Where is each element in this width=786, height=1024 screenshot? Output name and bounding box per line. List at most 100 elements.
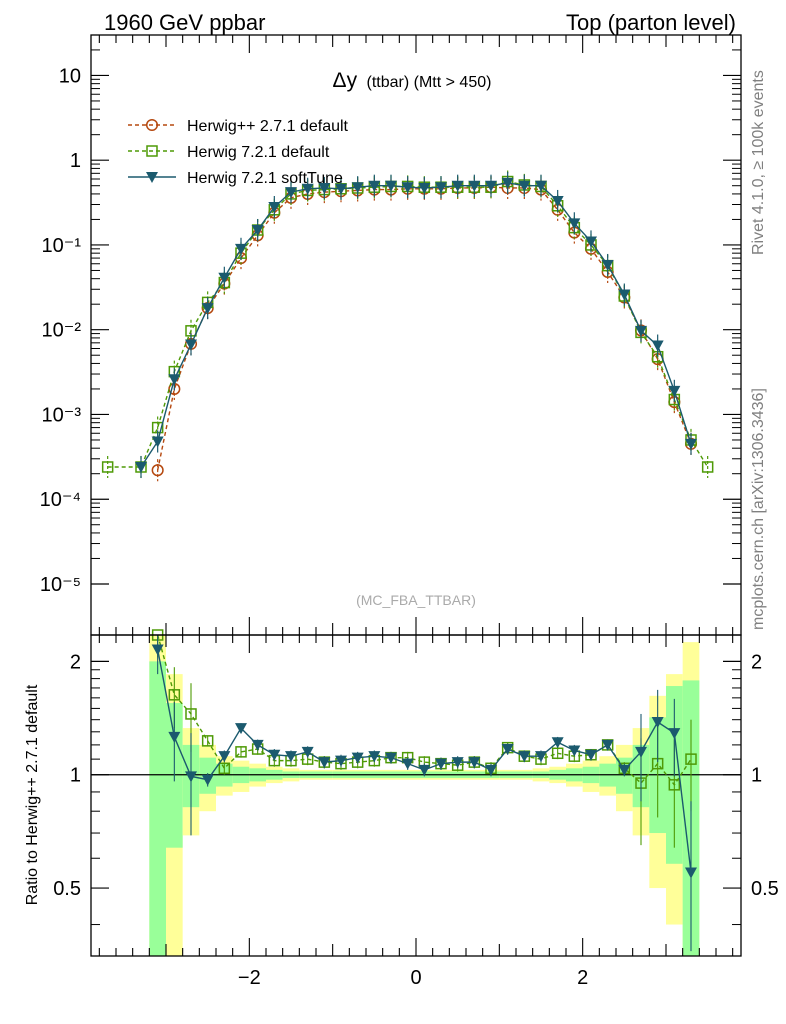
main-ytick-label-6: 10⁻⁵ [40, 574, 81, 596]
legend-label-1: Herwig 7.2.1 default [187, 144, 330, 161]
mcplots-label: mcplots.cern.ch [arXiv:1306.3436] [750, 388, 767, 630]
point-2-7 [251, 225, 264, 237]
point-2-27 [585, 236, 597, 248]
ratio-point-1-30 [651, 717, 664, 729]
series-line-0 [156, 186, 692, 471]
series-1 [101, 170, 714, 479]
point-1-0 [101, 461, 114, 473]
ratio-point-1-28 [618, 764, 631, 776]
ratio-ytick-label-2: 2 [70, 651, 81, 673]
point-2-24 [535, 180, 547, 192]
point-2-4 [201, 303, 214, 315]
series-line-1 [107, 180, 709, 468]
ratio-point-0-3 [201, 735, 214, 747]
legend-label-0: Herwig++ 2.7.1 default [187, 118, 349, 135]
ratio-point-0-1 [168, 689, 181, 701]
point-2-9 [285, 187, 297, 199]
point-2-17 [418, 182, 431, 194]
main-ytick-label-2: 10⁻¹ [42, 235, 82, 257]
ratio-series-1 [151, 635, 697, 952]
point-2-10 [301, 183, 314, 195]
ratio-point-0-4 [218, 762, 231, 775]
legend: Herwig++ 2.7.1 default Herwig 7.2.1 defau… [128, 118, 349, 187]
main-ytick-label-4: 10⁻³ [42, 404, 82, 426]
legend-label-2: Herwig 7.2.1 softTune [187, 170, 343, 187]
point-2-19 [451, 180, 464, 192]
ratio-point-0-2 [185, 708, 197, 720]
ratio-point-1-29 [635, 746, 647, 758]
ratio-ytick-label-right-1: 1 [751, 765, 762, 787]
legend-marker-2 [146, 172, 158, 183]
xtick-label-2: 2 [577, 967, 588, 989]
ratio-point-1-31 [668, 728, 681, 740]
point-2-8 [268, 202, 281, 214]
ratio-point-1-16 [418, 764, 431, 776]
ratio-point-0-5 [235, 746, 247, 758]
legend-marker-0 [145, 118, 159, 132]
ratio-point-0-24 [551, 747, 564, 760]
point-2-23 [518, 180, 531, 192]
main-series-layer [101, 170, 714, 482]
point-2-15 [385, 180, 397, 192]
ratio-point-1-10 [318, 757, 331, 769]
point-2-6 [235, 243, 247, 255]
point-2-3 [185, 339, 197, 351]
header-left: 1960 GeV ppbar [104, 10, 265, 35]
plot-title-main: Δy [333, 69, 358, 92]
ratio-point-1-12 [351, 752, 364, 764]
ratio-point-1-4 [218, 751, 231, 763]
axes-layer: 10 1 10⁻¹ 10⁻² 10⁻³ 10⁻⁴ 10⁻⁵ −2 0 2 0.5 0.5 1 1 2 2 [40, 34, 779, 989]
point-2-32 [668, 385, 681, 397]
plot-title-sub: (ttbar) (Mtt > 450) [367, 74, 492, 91]
main-ytick-label-3: 10⁻² [42, 320, 82, 342]
point-2-22 [501, 177, 514, 189]
xtick-label-1: 0 [410, 967, 421, 989]
ratio-point-1-6 [251, 739, 264, 751]
plot-title: Δy (ttbar) (Mtt > 450) [333, 69, 492, 92]
ratio-point-1-17 [435, 758, 447, 770]
point-2-11 [318, 182, 331, 194]
point-2-18 [435, 182, 447, 194]
point-0-0 [151, 464, 164, 477]
point-1-35 [701, 461, 714, 473]
ratio-point-1-24 [551, 737, 564, 749]
ratio-point-1-7 [268, 749, 281, 761]
point-2-1 [151, 436, 164, 448]
point-2-26 [568, 218, 581, 230]
series-2 [135, 171, 697, 479]
series-line-2 [140, 182, 692, 468]
point-2-20 [468, 180, 481, 192]
ratio-point-1-32 [685, 867, 697, 879]
point-2-25 [551, 196, 564, 208]
point-2-14 [368, 180, 381, 192]
point-2-31 [651, 340, 664, 352]
ratio-point-1-19 [468, 757, 481, 769]
series-0 [151, 176, 698, 482]
ratio-point-1-11 [335, 755, 347, 767]
main-ytick-label-0: 10 [59, 65, 81, 87]
ratio-ytick-label-0: 0.5 [53, 878, 81, 900]
ratio-series-layer [151, 629, 697, 952]
point-2-33 [685, 438, 697, 450]
ratio-frame [90, 634, 742, 957]
point-2-13 [351, 182, 364, 194]
ratio-point-1-14 [385, 752, 397, 764]
ratio-point-1-18 [451, 757, 464, 769]
point-2-21 [485, 180, 497, 192]
point-2-16 [401, 182, 414, 194]
ratio-point-0-31 [668, 779, 681, 791]
point-2-30 [635, 325, 647, 337]
ratio-point-1-1 [168, 731, 181, 743]
ratio-point-1-21 [501, 744, 514, 756]
ratio-ytick-label-right-2: 2 [751, 651, 762, 673]
xtick-label-0: −2 [238, 967, 261, 989]
ratio-point-1-13 [368, 751, 381, 763]
band-green-0 [149, 661, 166, 956]
ratio-point-1-22 [518, 751, 531, 763]
ratio-ylabel: Ratio to Herwig++ 2.7.1 default [24, 684, 41, 905]
ratio-point-1-2 [185, 771, 197, 783]
point-2-12 [335, 183, 347, 195]
rivet-version-label: Rivet 4.1.0, ≥ 100k events [750, 70, 767, 255]
ratio-point-0-32 [685, 753, 697, 765]
